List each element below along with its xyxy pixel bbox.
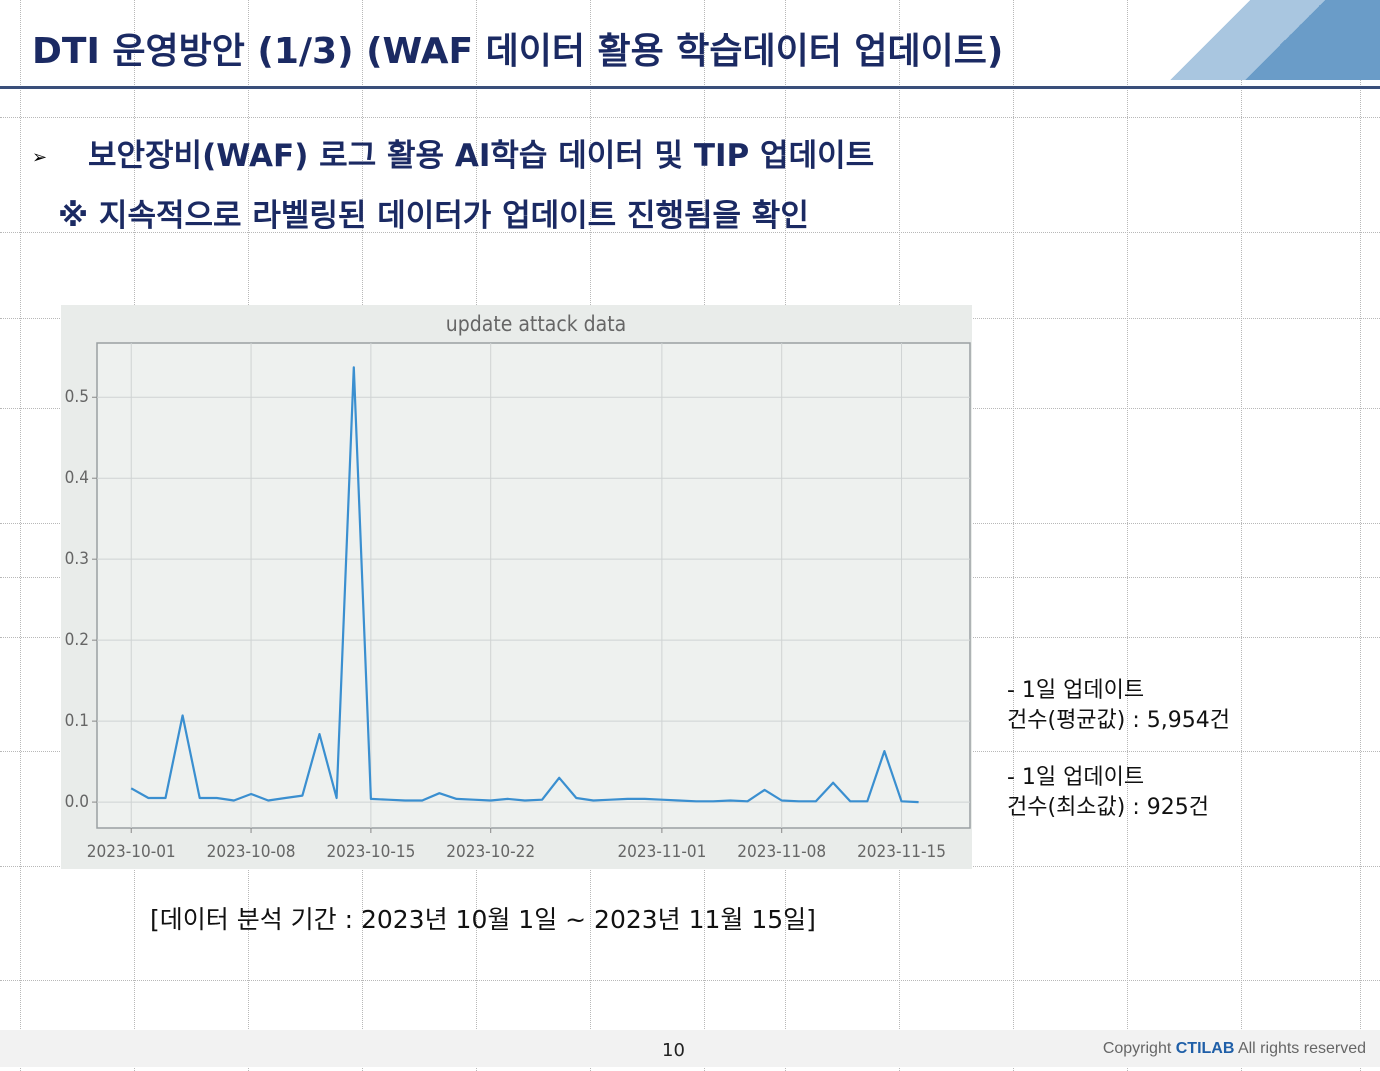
x-tick-label: 2023-10-15 (326, 842, 415, 862)
x-tick-label: 2023-11-15 (857, 842, 946, 862)
x-tick-label: 2023-10-22 (446, 842, 535, 862)
guide (1127, 0, 1128, 1071)
side-note-line: 건수(최소값) : 925건 (1007, 795, 1209, 820)
side-note: - 1일 업데이트 건수(평균값) : 5,954건 (1007, 676, 1230, 736)
note-text: ※ 지속적으로 라벨링된 데이터가 업데이트 진행됨을 확인 (58, 198, 809, 234)
y-tick-label: 0.4 (65, 468, 89, 488)
x-tick-label: 2023-10-08 (207, 842, 296, 862)
guide (0, 117, 1380, 118)
guide (0, 232, 1380, 233)
plot-area (96, 342, 971, 829)
guide (0, 980, 1380, 981)
x-tick-label: 2023-10-01 (87, 842, 176, 862)
y-tick-label: 0.2 (65, 630, 89, 650)
chart: update attack data 0.0 0.1 0.2 0.3 0.4 0.5 202… (61, 305, 972, 869)
guide (20, 0, 21, 1071)
copyright-text: All rights reserved (1234, 1040, 1366, 1057)
copyright-text: Copyright (1102, 1040, 1176, 1057)
side-note: - 1일 업데이트 건수(최소값) : 925건 (1007, 763, 1209, 823)
corner-decoration (1160, 0, 1380, 80)
side-note-line: - 1일 업데이트 (1007, 765, 1145, 790)
y-tick-label: 0.5 (65, 387, 89, 407)
side-note-line: - 1일 업데이트 (1007, 678, 1145, 703)
guide (1360, 0, 1361, 1071)
page-number: 10 (662, 1040, 685, 1061)
y-tick-label: 0.1 (65, 711, 89, 731)
guide (1241, 0, 1242, 1071)
footer (0, 1030, 1380, 1067)
chart-title: update attack data (446, 312, 626, 336)
y-tick-label: 0.3 (65, 549, 89, 569)
slide-title: DTI 운영방안 (1/3) (WAF 데이터 활용 학습데이터 업데이트) (32, 31, 1004, 72)
title-rule (0, 86, 1380, 89)
caption: [데이터 분석 기간 : 2023년 10월 1일 ~ 2023년 11월 15… (150, 905, 816, 934)
side-note-line: 건수(평균값) : 5,954건 (1007, 708, 1230, 733)
x-tick-label: 2023-11-08 (737, 842, 826, 862)
y-tick-label: 0.0 (65, 792, 89, 812)
bullet-text: 보안장비(WAF) 로그 활용 AI학습 데이터 및 TIP 업데이트 (88, 138, 875, 174)
copyright: Copyright CTILAB All rights reserved (1103, 1040, 1366, 1058)
guide (1013, 0, 1014, 1071)
data-line (130, 366, 919, 804)
copyright-brand: CTILAB (1175, 1040, 1235, 1057)
x-tick-label: 2023-11-01 (617, 842, 706, 862)
bullet-marker: ➢ (32, 147, 48, 168)
